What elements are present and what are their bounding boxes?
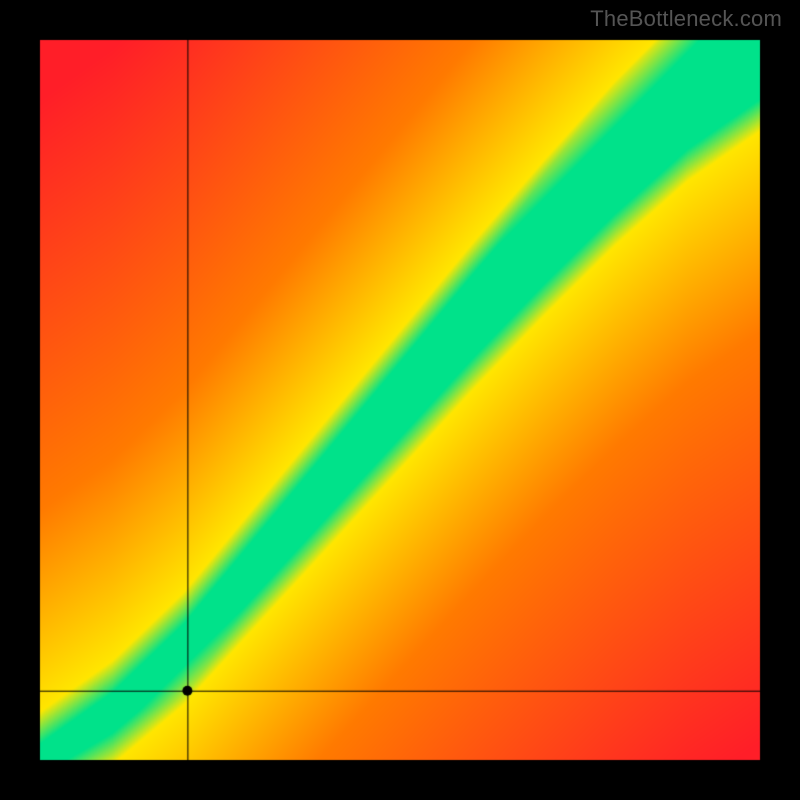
bottleneck-heatmap: [0, 0, 800, 800]
watermark-text: TheBottleneck.com: [590, 6, 782, 32]
chart-container: TheBottleneck.com: [0, 0, 800, 800]
